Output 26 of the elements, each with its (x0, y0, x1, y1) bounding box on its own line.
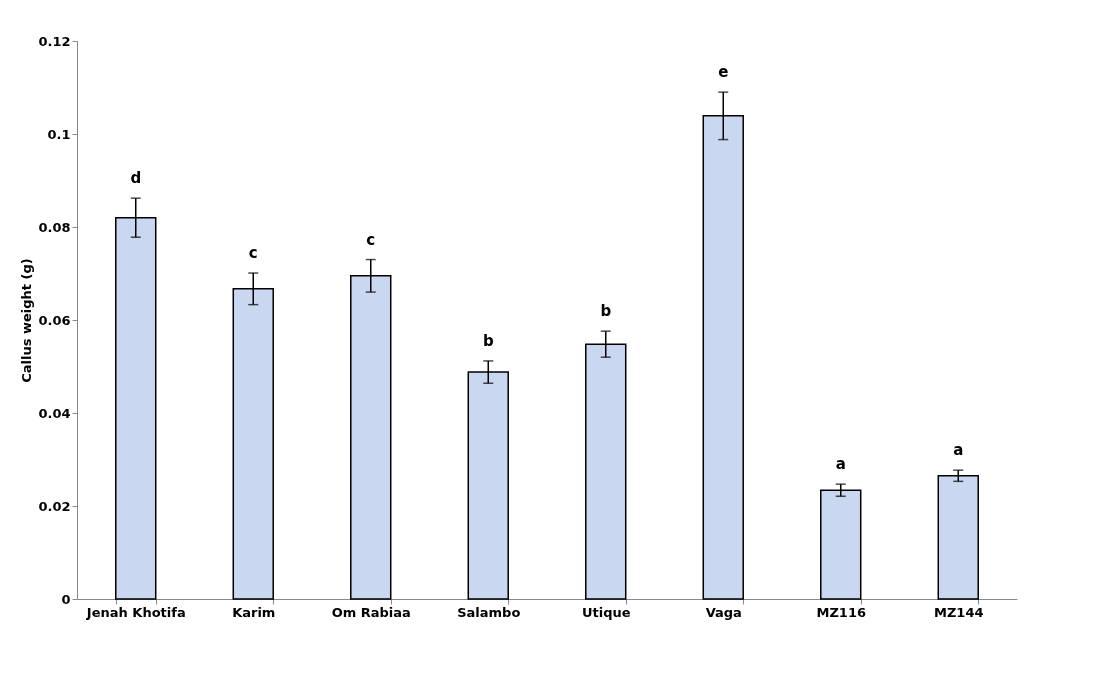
x-tick-label: Vaga (705, 604, 742, 620)
annotation: d (130, 169, 142, 188)
annotation: a (953, 441, 964, 460)
x-tick-label: Utique (581, 604, 631, 620)
annotation: c (366, 230, 376, 249)
annotation: e (718, 63, 729, 82)
x-tick-label: Karim (232, 604, 276, 620)
x-tick-label: MZ116 (816, 604, 866, 620)
y-axis-title: Callus weight (g) (19, 258, 35, 383)
y-tick-label: 0.02 (38, 498, 71, 514)
x-tick-label: Jenah Khotifa (85, 604, 186, 620)
bar (937, 475, 979, 600)
y-tick-label: 0.04 (38, 405, 71, 421)
y-tick-label: 0 (61, 591, 71, 607)
y-tick-label: 0.08 (38, 219, 71, 235)
x-tick-label: Om Rabiaa (331, 604, 411, 620)
y-tick-label: 0.06 (38, 312, 71, 328)
y-tick-label: 0.1 (47, 126, 71, 142)
annotation: a (835, 455, 846, 474)
y-tick-label: 0.12 (38, 33, 71, 49)
x-tick-label: Salambo (457, 604, 521, 620)
annotation: c (248, 244, 258, 263)
annotation: b (600, 302, 612, 321)
x-tick-label: MZ144 (934, 604, 984, 620)
bar (820, 489, 862, 600)
annotation: b (482, 331, 494, 350)
